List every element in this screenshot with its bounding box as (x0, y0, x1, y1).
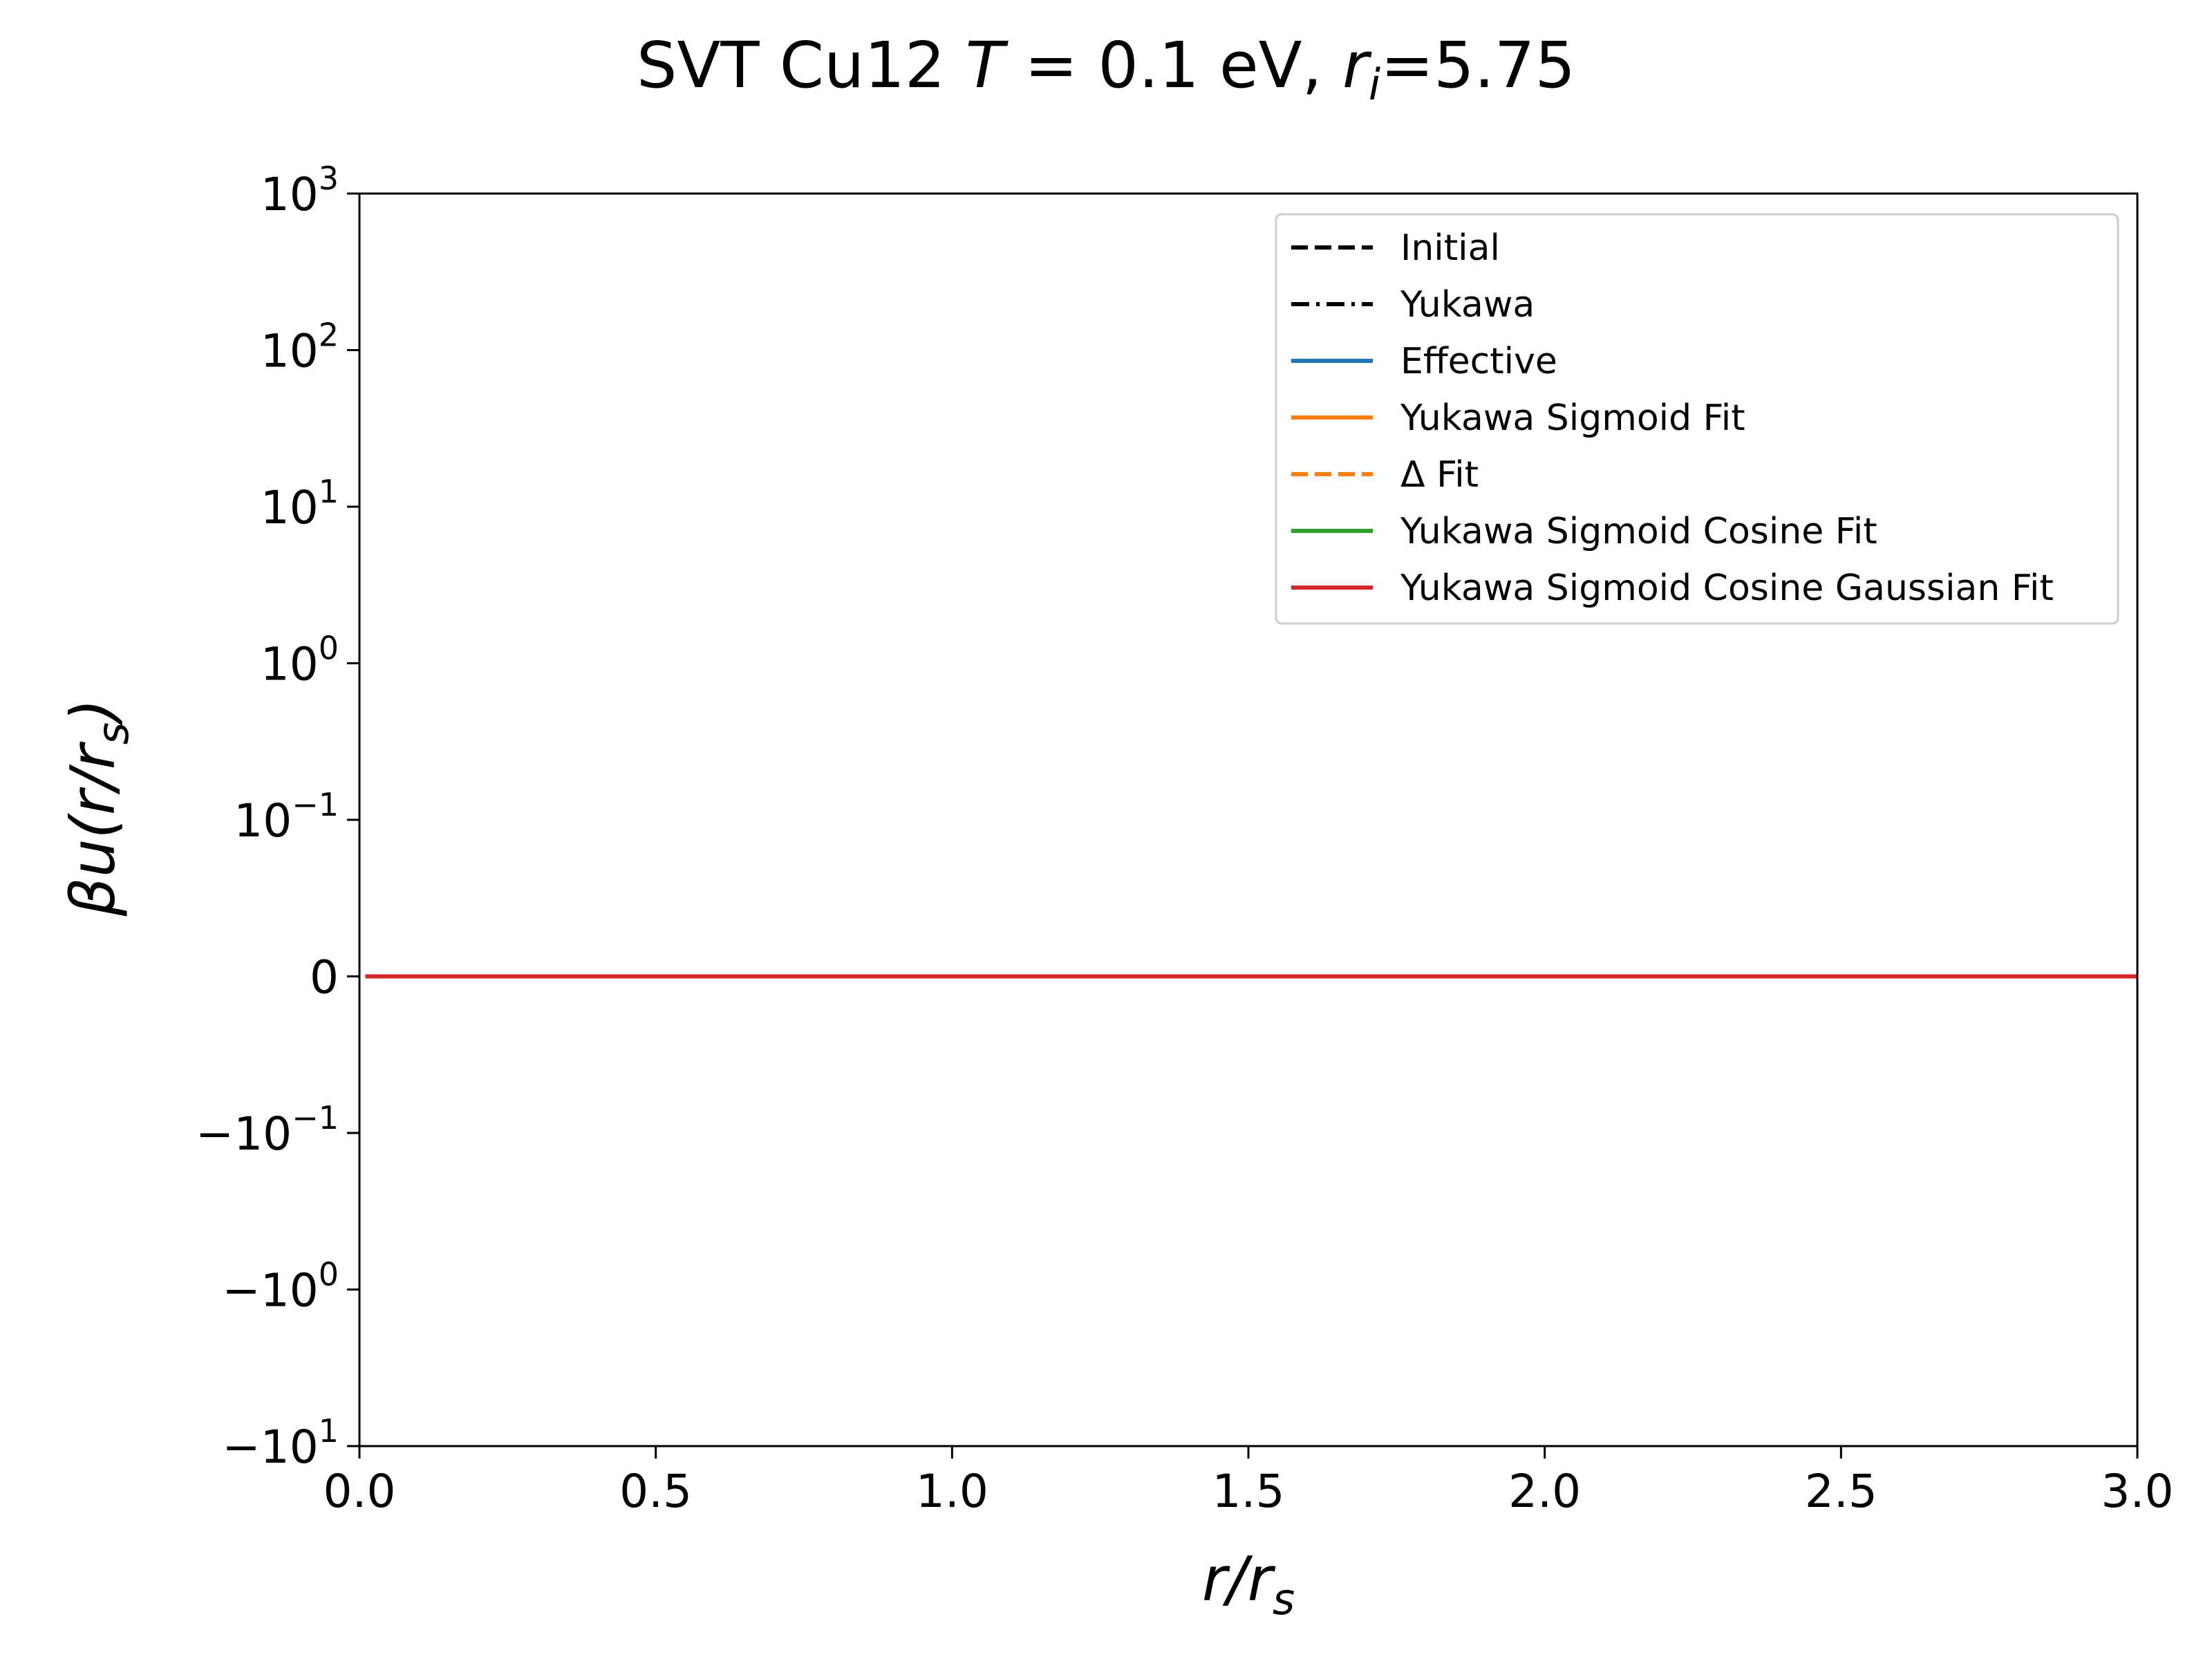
x-tick-label: 0.0 (324, 1465, 396, 1518)
legend-label: Initial (1400, 227, 1500, 269)
plot-area (358, 192, 2139, 1447)
y-tick-label: 103 (261, 160, 339, 221)
x-tick-label: 2.5 (1805, 1465, 1877, 1518)
y-tick-label: 0 (310, 951, 339, 1004)
legend-label: Yukawa Sigmoid Cosine Gaussian Fit (1400, 568, 2054, 609)
legend-label: Effective (1400, 341, 1557, 382)
legend-label: Δ Fit (1400, 454, 1479, 496)
legend-box (1275, 213, 2119, 625)
legend-label: Yukawa (1400, 284, 1535, 326)
y-tick-label: −10−1 (196, 1099, 339, 1161)
y-tick-label: 101 (261, 473, 339, 534)
y-tick-label: 10−1 (234, 786, 339, 847)
x-axis-label: r/rs (1202, 1544, 1295, 1624)
legend-label: Yukawa Sigmoid Cosine Fit (1400, 511, 1877, 552)
y-tick-label: −101 (222, 1412, 339, 1474)
y-tick-label: 100 (261, 630, 339, 691)
chart-title: SVT Cu12 T = 0.1 eV, ri=5.75 (637, 28, 1575, 110)
y-tick-label: −100 (222, 1256, 339, 1318)
x-tick-label: 2.0 (1508, 1465, 1581, 1518)
y-axis: 103 102 101 100 10−1 0 −10−1 −100 −101 (196, 160, 359, 1474)
legend: Initial Yukawa Effective Yukawa Sigmoid Fit… (1275, 213, 2119, 625)
x-tick-label: 3.0 (2101, 1465, 2174, 1518)
x-tick-label: 0.5 (619, 1465, 692, 1518)
y-tick-label: 102 (261, 317, 339, 378)
y-axis-label: βu(r/rs) (57, 699, 138, 917)
x-tick-label: 1.5 (1212, 1465, 1285, 1518)
x-tick-label: 1.0 (916, 1465, 988, 1518)
x-axis: 0.0 0.5 1.0 1.5 2.0 2.5 3.0 (324, 1446, 2174, 1518)
legend-label: Yukawa Sigmoid Fit (1400, 397, 1745, 439)
